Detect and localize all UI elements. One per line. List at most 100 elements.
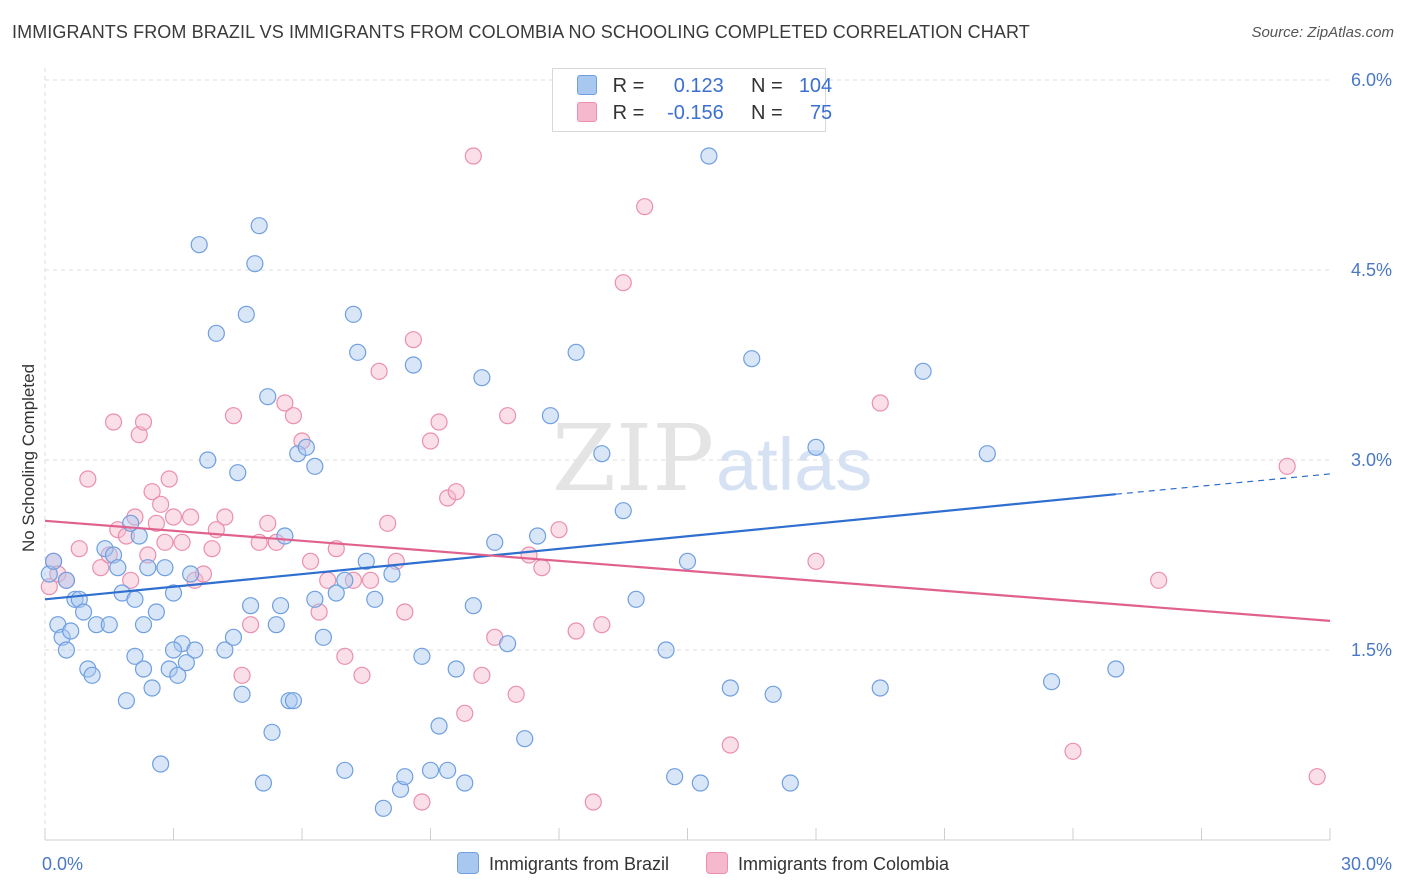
- y-tick-label: 3.0%: [1351, 450, 1392, 470]
- colombia-legend-swatch-icon: [705, 852, 728, 874]
- colombia-point: [242, 616, 260, 634]
- brazil-point: [271, 597, 290, 615]
- colombia-point: [379, 514, 397, 532]
- brazil-point: [327, 584, 345, 602]
- colombia-trend-line: [44, 519, 1331, 622]
- colombia-point: [396, 603, 414, 621]
- brazil-points: [40, 147, 1125, 817]
- colombia-point: [152, 495, 170, 513]
- watermark: ZIP atlas: [552, 405, 872, 512]
- brazil-point: [666, 768, 684, 786]
- brazil-trend-extension: [1115, 473, 1331, 495]
- colombia-point: [122, 571, 140, 589]
- colombia-point: [499, 407, 517, 425]
- brazil-point: [259, 388, 277, 406]
- brazil-point: [430, 717, 448, 735]
- brazil-point: [74, 603, 93, 621]
- colombia-point: [593, 616, 611, 634]
- brazil-point: [439, 761, 457, 779]
- brazil-point: [314, 628, 333, 646]
- legend-item-brazil: Immigrants from Brazil: [456, 852, 669, 875]
- colombia-point: [70, 540, 88, 558]
- colombia-point: [156, 533, 174, 551]
- brazil-point: [207, 324, 225, 342]
- brazil-point: [421, 761, 440, 779]
- brazil-point: [229, 464, 247, 482]
- brazil-point: [516, 730, 534, 748]
- colombia-point: [507, 685, 525, 703]
- brazil-point: [190, 236, 208, 254]
- brazil-r-value: 0.123: [673, 75, 724, 97]
- colombia-point: [134, 413, 153, 431]
- brazil-point: [807, 438, 825, 456]
- colombia-point: [636, 198, 654, 216]
- brazil-point: [447, 660, 465, 678]
- brazil-r-label: R =: [612, 75, 645, 97]
- brazil-point: [57, 641, 76, 659]
- brazil-point: [156, 559, 174, 577]
- chart-source: Source: ZipAtlas.com: [1251, 24, 1394, 41]
- colombia-point: [194, 565, 213, 583]
- brazil-point: [1042, 673, 1061, 691]
- brazil-point: [182, 565, 200, 583]
- colombia-point: [276, 394, 294, 412]
- colombia-point: [173, 533, 191, 551]
- brazil-point: [109, 559, 127, 577]
- brazil-point: [678, 552, 697, 570]
- brazil-point: [250, 217, 268, 235]
- colombia-point: [216, 508, 234, 526]
- brazil-point: [614, 502, 632, 520]
- brazil-point: [914, 362, 932, 380]
- brazil-point: [224, 628, 243, 646]
- colombia-point: [336, 647, 354, 665]
- brazil-point: [246, 255, 264, 273]
- brazil-point: [306, 590, 324, 608]
- brazil-point: [134, 660, 153, 678]
- brazil-point: [83, 666, 101, 684]
- brazil-point: [160, 660, 178, 678]
- colombia-point: [301, 552, 320, 570]
- brazil-point: [280, 692, 298, 710]
- brazil-legend-swatch-icon: [456, 852, 479, 874]
- brazil-swatch-icon: [577, 75, 597, 95]
- colombia-point: [79, 470, 97, 488]
- colombia-point: [259, 514, 277, 532]
- colombia-point: [520, 546, 538, 564]
- brazil-point: [164, 641, 183, 659]
- brazil-point: [743, 350, 761, 368]
- colombia-point: [464, 147, 482, 165]
- brazil-point: [344, 305, 362, 323]
- colombia-point: [130, 426, 148, 444]
- brazil-point: [528, 527, 547, 545]
- brazil-point: [186, 641, 204, 659]
- colombia-point: [353, 666, 371, 684]
- series-legend: Immigrants from Brazil Immigrants from C…: [0, 852, 1406, 875]
- y-tick-label: 1.5%: [1351, 640, 1392, 660]
- brazil-point: [62, 622, 80, 640]
- brazil-trend-line: [44, 493, 1116, 601]
- brazil-point: [499, 635, 517, 653]
- brazil-point: [700, 147, 718, 165]
- brazil-point: [781, 774, 799, 792]
- tick-labels: 1.5% 3.0% 4.5% 6.0% 0.0% 30.0% No Schooling Co…: [19, 70, 1392, 874]
- brazil-point: [237, 305, 255, 323]
- brazil-point: [366, 590, 384, 608]
- colombia-point: [1150, 571, 1168, 589]
- colombia-point: [473, 666, 491, 684]
- brazil-point: [177, 654, 195, 672]
- brazil-point: [306, 457, 324, 475]
- colombia-swatch-icon: [577, 102, 597, 122]
- legend-row-colombia: R = -0.156 N = 75: [577, 102, 832, 128]
- colombia-point: [40, 578, 58, 596]
- brazil-point: [216, 641, 234, 659]
- colombia-point: [139, 546, 157, 564]
- colombia-point: [567, 622, 585, 640]
- brazil-point: [169, 666, 187, 684]
- colombia-point: [421, 432, 440, 450]
- colombia-point: [584, 793, 602, 811]
- brazil-point: [978, 445, 996, 463]
- brazil-point: [464, 597, 482, 615]
- brazil-point: [413, 647, 431, 665]
- colombia-n-value: 75: [809, 102, 833, 124]
